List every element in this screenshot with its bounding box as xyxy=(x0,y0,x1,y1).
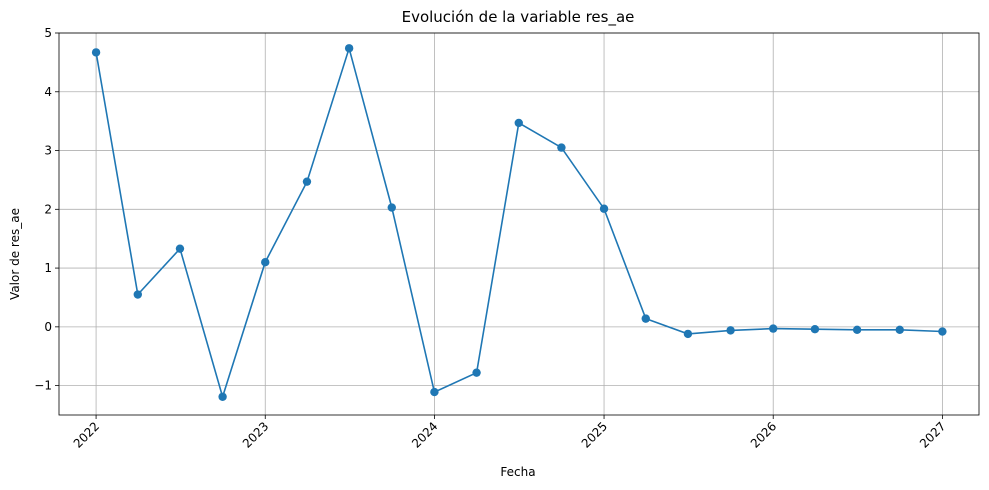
x-tick-label: 2022 xyxy=(71,419,102,450)
y-tick-label: 1 xyxy=(44,261,52,275)
data-point xyxy=(175,244,185,253)
data-point xyxy=(261,258,270,267)
x-axis: 2022 2023 2024 2025 2026 2027 xyxy=(71,415,949,451)
y-tick-label: 5 xyxy=(44,26,52,40)
data-point xyxy=(895,325,904,334)
data-point xyxy=(852,325,862,334)
series-line xyxy=(95,45,943,400)
x-tick-label: 2023 xyxy=(240,419,271,450)
y-tick-label: 2 xyxy=(44,202,52,216)
x-tick-label: 2026 xyxy=(748,419,779,450)
plot-area-frame xyxy=(58,32,980,416)
y-axis-label: Valor de res_ae xyxy=(8,208,22,300)
y-tick-label: 4 xyxy=(44,85,52,99)
data-point xyxy=(344,44,354,53)
data-point xyxy=(472,368,481,377)
data-point xyxy=(387,203,396,212)
data-point xyxy=(938,327,947,336)
x-tick-label: 2025 xyxy=(579,419,610,450)
data-point xyxy=(726,326,735,335)
data-points xyxy=(91,44,947,401)
data-point xyxy=(557,143,566,152)
data-point xyxy=(683,329,693,339)
data-point xyxy=(430,387,439,397)
grid xyxy=(59,32,979,415)
data-point xyxy=(91,48,101,57)
data-point xyxy=(302,177,312,186)
data-point xyxy=(133,290,142,299)
data-point xyxy=(218,392,227,401)
y-tick-label: 0 xyxy=(44,320,52,334)
data-point xyxy=(641,314,650,323)
x-axis-label: Fecha xyxy=(500,465,535,479)
y-axis: −1 0 1 2 3 4 5 xyxy=(34,26,59,393)
data-point xyxy=(514,118,523,128)
x-tick-label: 2024 xyxy=(409,419,440,450)
data-point xyxy=(599,204,609,213)
y-tick-label: −1 xyxy=(34,379,52,393)
y-tick-label: 3 xyxy=(44,144,52,158)
data-point xyxy=(810,324,820,334)
chart-title: Evolución de la variable res_ae xyxy=(402,8,635,27)
x-tick-label: 2027 xyxy=(917,419,948,450)
data-point xyxy=(769,324,778,333)
